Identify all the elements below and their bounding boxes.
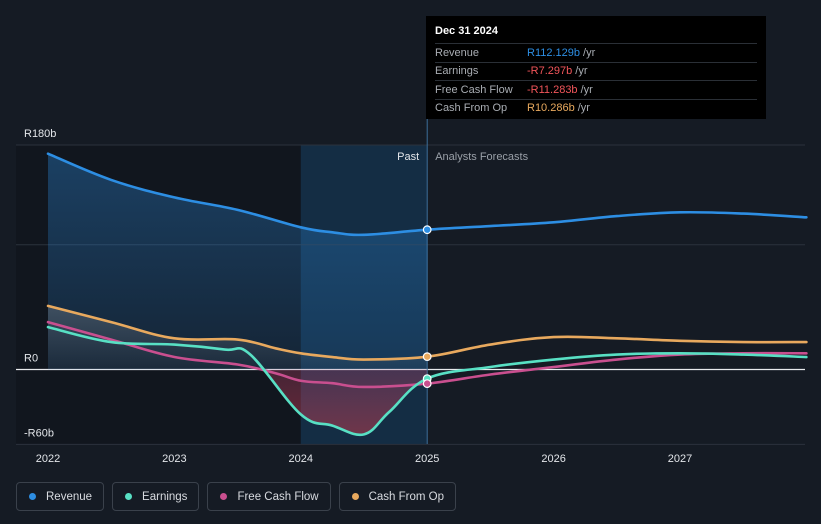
x-tick-label: 2024 [289, 453, 313, 465]
tooltip-unit: /yr [577, 102, 590, 115]
legend-item-free-cash-flow[interactable]: Free Cash Flow [207, 482, 331, 511]
legend-label: Free Cash Flow [237, 490, 319, 503]
legend-dot-icon [29, 493, 36, 500]
cash-from-op-line [46, 304, 808, 361]
legend-dot-icon [125, 493, 133, 500]
x-tick-label: 2022 [36, 453, 60, 465]
legend-label: Revenue [46, 490, 93, 503]
tooltip-value: -R7.297b [527, 65, 573, 78]
revenue-area [48, 153, 428, 370]
tooltip-label: Revenue [435, 46, 480, 59]
revenue-line [46, 152, 808, 237]
tooltip-label: Free Cash Flow [435, 83, 513, 96]
cash-from-op-area [48, 305, 428, 370]
tooltip-value: R10.286b [527, 102, 575, 115]
tooltip-row-free-cash-flow: Free Cash Flow -R11.283b /yr [435, 80, 757, 99]
legend: Revenue Earnings Free Cash Flow Cash Fro… [16, 482, 457, 511]
legend-dot-icon [220, 493, 228, 500]
tooltip-unit: /yr [583, 46, 596, 59]
legend-dot-icon [351, 493, 359, 500]
x-tick-label: 2026 [541, 453, 565, 465]
legend-label: Cash From Op [368, 490, 445, 503]
tooltip-label: Cash From Op [435, 102, 508, 115]
earnings-negative-area [48, 369, 428, 435]
tooltip-value: -R11.283b [527, 83, 578, 96]
tooltip-date: Dec 31 2024 [435, 25, 498, 37]
legend-item-earnings[interactable]: Earnings [112, 482, 200, 511]
revenue-marker [422, 225, 432, 235]
y-tick-label: -R60b [24, 427, 54, 439]
x-tick-label: 2023 [162, 453, 186, 465]
cash-from-op-marker [422, 352, 432, 362]
tooltip-row-cash-from-op: Cash From Op R10.286b /yr [435, 98, 757, 118]
tooltip-row-earnings: Earnings -R7.297b /yr [435, 61, 757, 81]
tooltip-unit: /yr [575, 65, 588, 78]
past-label: Past [397, 151, 419, 163]
tooltip-value: R112.129b [527, 46, 581, 59]
x-tick-label: 2027 [668, 453, 692, 465]
y-tick-label: R180b [24, 128, 56, 140]
negative-region [48, 369, 428, 435]
legend-item-cash-from-op[interactable]: Cash From Op [338, 482, 457, 511]
free-cash-flow-line [46, 320, 808, 389]
tooltip-row-revenue: Revenue R112.129b /yr [435, 43, 757, 62]
tooltip-unit: /yr [580, 83, 593, 96]
earnings-line [46, 325, 808, 437]
y-tick-label: R0 [24, 353, 38, 365]
forecast-label: Analysts Forecasts [435, 151, 528, 163]
tooltip: Dec 31 2024 Revenue R112.129b /yr Earnin… [426, 16, 766, 119]
legend-label: Earnings [142, 490, 188, 503]
legend-item-revenue[interactable]: Revenue [16, 482, 105, 511]
free-cash-flow-marker [422, 379, 432, 388]
x-tick-label: 2025 [415, 453, 439, 465]
tooltip-label: Earnings [435, 65, 479, 78]
